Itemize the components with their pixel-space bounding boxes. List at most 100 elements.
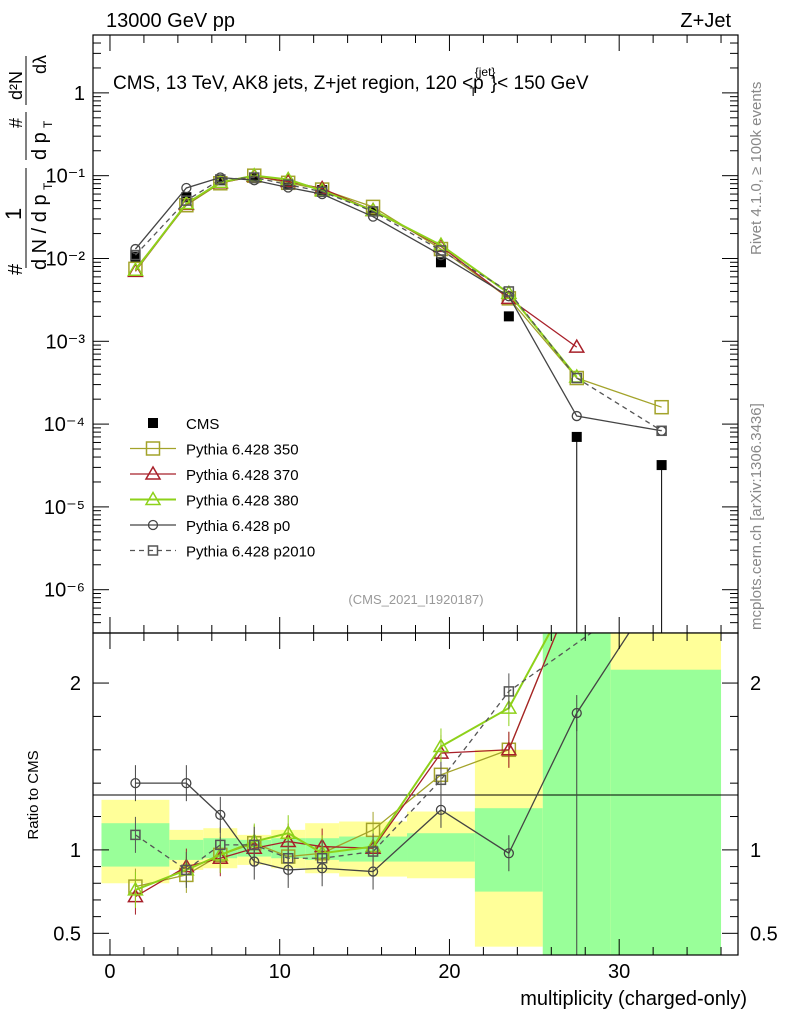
legend-item-pythia-6-428-p0: Pythia 6.428 p0 (130, 518, 290, 535)
ratio-ytick-label-left: 1 (70, 840, 81, 862)
x-axis-label: multiplicity (charged-only) (520, 988, 747, 1010)
main-ytick-label: 10⁻⁶ (44, 580, 85, 602)
watermark-label: (CMS_2021_I1920187) (348, 592, 483, 607)
main-point-pythia-6-428-p2010 (316, 186, 328, 197)
main-point-cms (503, 311, 514, 322)
legend-marker-pythia-6-428-370 (144, 465, 162, 480)
main-point-cms (130, 251, 141, 262)
main-point-pythia-6-428-p2010 (249, 172, 260, 183)
energy-label: 13000 GeV pp (106, 10, 235, 32)
main-point-pythia-6-428-p2010 (503, 286, 515, 297)
ratio-point-pythia-6-428-380 (432, 737, 450, 753)
legend-item-pythia-6-428-350: Pythia 6.428 350 (130, 441, 299, 459)
main-point-pythia-6-428-370 (568, 338, 586, 353)
ratio-ytick-label-left: 2 (70, 673, 81, 695)
legend-marker-pythia-6-428-380 (144, 491, 162, 506)
main-point-pythia-6-428-380 (178, 195, 195, 210)
main-point-pythia-6-428-p2010 (367, 206, 379, 217)
x-tick-label: 0 (104, 961, 115, 983)
ratio-point-pythia-6-428-p0 (503, 848, 515, 859)
legend-marker-cms (148, 418, 158, 428)
main-point-pythia-6-428-380 (127, 261, 144, 277)
ratio-line-pythia-6-428-380 (135, 633, 551, 891)
ratio-point-pythia-6-428-380 (500, 699, 518, 714)
ratio-point-pythia-6-428-p2010 (249, 839, 260, 851)
ratio-point-pythia-6-428-p0 (130, 778, 141, 789)
main-ytick-label: 10⁻³ (46, 331, 86, 353)
legend: CMS Pythia 6.428 350 Pythia 6.428 370 Pythi… (130, 416, 315, 561)
mcplots-label: mcplots.cern.ch [arXiv:1306.3436] (748, 403, 765, 630)
main-point-pythia-6-428-p2010 (571, 372, 582, 384)
process-label: Z+Jet (680, 10, 731, 32)
ratio-point-pythia-6-428-p2010 (503, 686, 515, 697)
legend-label-pythia-6-428-p2010: Pythia 6.428 p2010 (186, 544, 315, 561)
ratio-point-pythia-6-428-p2010 (130, 829, 141, 841)
main-line-pythia-6-428-p0 (134, 176, 662, 432)
ratio-ytick-label-right: 2 (750, 673, 761, 695)
main-ytick-label: 1 (74, 83, 85, 105)
main-point-pythia-6-428-p0 (181, 182, 192, 194)
ylabel-part: T (41, 120, 55, 128)
ratio-line-pythia-6-428-p2010 (135, 633, 593, 871)
ylabel-part: T (41, 182, 55, 190)
main-point-pythia-6-428-380 (500, 284, 518, 300)
main-point-pythia-6-428-350 (654, 399, 669, 415)
x-tick-label: 20 (438, 961, 460, 983)
ratio-point-pythia-6-428-p2010 (282, 852, 294, 864)
main-ytick-label: 10⁻⁴ (44, 414, 85, 436)
x-tick-label: 30 (608, 961, 630, 983)
ratio-point-pythia-6-428-p0 (215, 809, 226, 821)
ratio-panel-frame (92, 632, 739, 956)
main-point-cms (215, 175, 226, 186)
ratio-point-pythia-6-428-p2010 (316, 852, 328, 864)
ratio-point-pythia-6-428-p0 (435, 804, 447, 815)
legend-label-pythia-6-428-p0: Pythia 6.428 p0 (186, 518, 290, 535)
main-point-pythia-6-428-p2010 (435, 245, 447, 256)
ratio-line-pythia-6-428-350 (135, 633, 558, 888)
main-ytick-label: 10⁻⁵ (44, 497, 85, 519)
rivet-version-label: Rivet 4.1.0, ≥ 100k events (748, 82, 765, 255)
ratio-point-pythia-6-428-p0 (181, 778, 192, 789)
main-point-pythia-6-428-p0 (571, 410, 582, 422)
ratio-point-pythia-6-428-370 (500, 741, 518, 756)
legend-label-cms: CMS (186, 416, 219, 433)
ylabel-part: # (6, 118, 26, 128)
main-line-pythia-6-428-380 (134, 174, 578, 378)
main-line-pythia-6-428-370 (134, 175, 578, 348)
main-point-cms (283, 178, 294, 189)
x-tick-label: 10 (269, 961, 291, 983)
main-point-pythia-6-428-p2010 (130, 249, 141, 261)
legend-item-pythia-6-428-p2010: Pythia 6.428 p2010 (130, 544, 315, 561)
legend-label-pythia-6-428-380: Pythia 6.428 380 (186, 493, 299, 510)
ratio-point-pythia-6-428-380 (279, 824, 297, 839)
ratio-ytick-label-right: 0.5 (750, 923, 778, 945)
ratio-y-axis-label: Ratio to CMS (25, 750, 42, 839)
ylabel-part: # (5, 263, 27, 275)
main-point-pythia-6-428-p2010 (282, 179, 294, 190)
legend-item-pythia-6-428-370: Pythia 6.428 370 (130, 465, 299, 484)
ylabel-part: 1 (1, 208, 26, 220)
main-line-pythia-6-428-p2010 (134, 176, 662, 432)
main-point-pythia-6-428-p2010 (181, 195, 192, 206)
ratio-point-pythia-6-428-p2010 (367, 846, 379, 857)
main-panel: 10⁻⁶ 10⁻⁵ 10⁻⁴ 10⁻³ 10⁻² 10⁻¹ 1 (44, 34, 739, 634)
ylabel-part: d N / d p (29, 194, 51, 270)
main-point-pythia-6-428-p2010 (215, 174, 226, 185)
legend-marker-pythia-6-428-350 (145, 441, 161, 456)
legend-item-cms: CMS (148, 416, 219, 433)
ratio-point-pythia-6-428-p2010 (435, 774, 447, 786)
ratio-point-pythia-6-428-380 (127, 881, 144, 896)
main-point-pythia-6-428-p0 (130, 243, 141, 255)
legend-marker-pythia-6-428-p0 (147, 519, 159, 531)
ratio-ytick-label-right: 1 (750, 840, 761, 862)
legend-label-pythia-6-428-370: Pythia 6.428 370 (186, 467, 299, 484)
ylabel-part: d p (29, 132, 51, 160)
main-point-cms (435, 257, 446, 268)
ratio-point-pythia-6-428-p2010 (181, 864, 192, 876)
legend-item-pythia-6-428-380: Pythia 6.428 380 (130, 491, 299, 510)
main-ytick-label: 10⁻¹ (46, 166, 86, 188)
ratio-panel: 0.5 0.51 12 20 10 20 30 (53, 632, 778, 983)
legend-label-pythia-6-428-350: Pythia 6.428 350 (186, 442, 299, 459)
ratio-point-pythia-6-428-p2010 (215, 839, 226, 851)
